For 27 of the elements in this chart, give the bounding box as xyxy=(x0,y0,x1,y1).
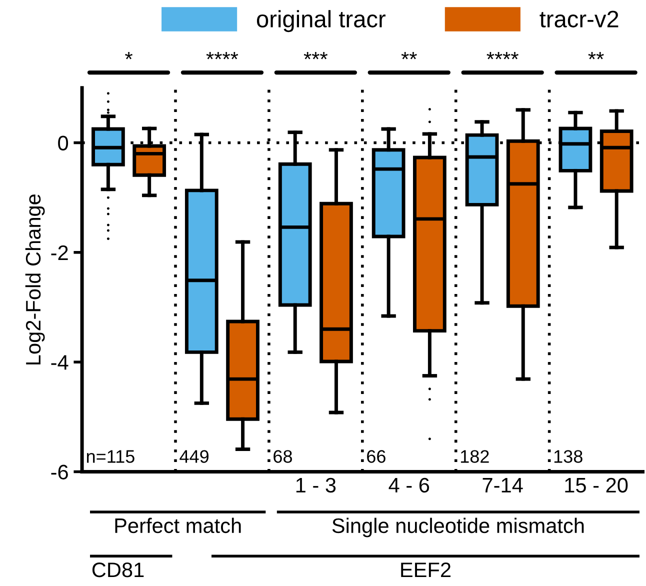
x-tick-label: 1 - 3 xyxy=(296,478,336,493)
text: EEF2 xyxy=(401,562,450,578)
text: **** xyxy=(206,52,238,60)
text: * xyxy=(125,52,132,60)
text: Single nucleotide mismatch xyxy=(332,518,584,538)
annotation: 68 xyxy=(274,450,292,463)
y-tick-label: -2 xyxy=(51,245,68,260)
text: Perfect match xyxy=(115,518,241,534)
y-tick-label: -4 xyxy=(51,355,68,370)
legend-label: tracr-v2 xyxy=(540,10,618,28)
text: ** xyxy=(588,52,604,60)
text: CD81 xyxy=(92,562,144,578)
x-tick-label: 15 - 20 xyxy=(565,478,628,493)
legend-label: original tracr xyxy=(256,10,386,32)
text: ** xyxy=(401,52,417,60)
annotation: 138 xyxy=(554,450,582,463)
annotation: 182 xyxy=(460,450,489,463)
x-tick-label: 4 - 6 xyxy=(388,478,430,493)
y-tick-label: -6 xyxy=(51,464,68,480)
annotation: 66 xyxy=(367,450,386,463)
x-tick-label: 7-14 xyxy=(482,478,523,492)
annotation: 449 xyxy=(180,450,209,463)
text: *** xyxy=(304,52,328,60)
annotation: n=115 xyxy=(86,450,134,463)
y-tick-label: 0 xyxy=(58,136,68,150)
text: **** xyxy=(486,52,518,60)
y-axis-title: Log2-Fold Change xyxy=(25,194,45,364)
